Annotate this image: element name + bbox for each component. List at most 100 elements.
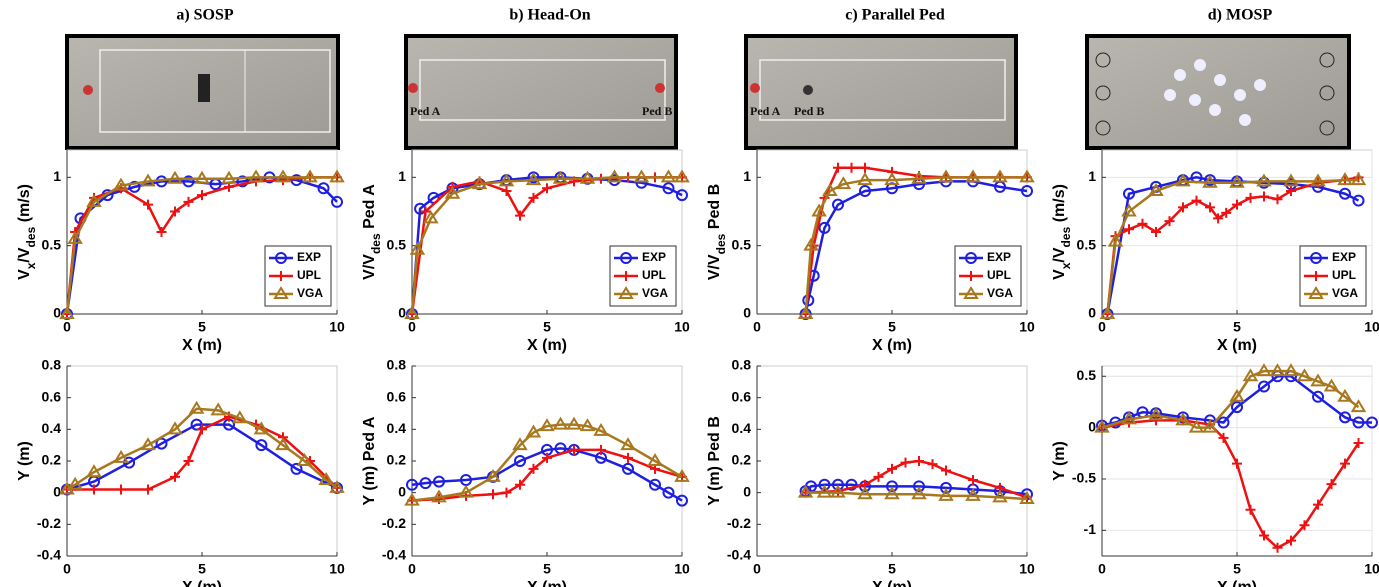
marker bbox=[1094, 419, 1110, 433]
marker bbox=[248, 169, 264, 183]
marker bbox=[1352, 194, 1365, 207]
marker bbox=[965, 169, 981, 183]
marker bbox=[183, 456, 194, 466]
legend-marker bbox=[1311, 271, 1321, 281]
marker bbox=[566, 416, 582, 430]
marker bbox=[458, 484, 474, 498]
y-axis-label: Y (m) Ped B bbox=[706, 416, 723, 506]
series-line bbox=[66, 423, 338, 491]
marker bbox=[143, 199, 153, 210]
marker bbox=[542, 183, 552, 194]
marker bbox=[846, 162, 857, 173]
y-axis-label-part: V bbox=[16, 269, 33, 280]
marker bbox=[419, 477, 432, 490]
legend: EXP UPL VGA bbox=[264, 245, 332, 307]
marker bbox=[623, 452, 633, 463]
marker bbox=[1019, 491, 1035, 504]
marker bbox=[1310, 373, 1326, 387]
marker bbox=[832, 198, 844, 211]
legend-label: VGA bbox=[642, 286, 668, 300]
marker bbox=[1175, 412, 1191, 426]
marker bbox=[515, 210, 525, 221]
marker bbox=[1123, 187, 1135, 200]
marker bbox=[232, 410, 248, 424]
marker bbox=[1272, 194, 1283, 205]
x-axis-label: X (m) bbox=[1217, 337, 1257, 354]
series-line bbox=[1101, 419, 1360, 550]
marker bbox=[1213, 213, 1224, 224]
marker bbox=[406, 478, 418, 491]
legend-label: VGA bbox=[987, 286, 1013, 300]
x-axis-label: X (m) bbox=[1217, 579, 1257, 587]
y-axis-label: Y (m) bbox=[1051, 441, 1068, 481]
series-line bbox=[1101, 369, 1360, 429]
marker bbox=[140, 173, 156, 187]
y-tick-label: 0 bbox=[398, 305, 406, 321]
marker bbox=[512, 437, 528, 451]
legend-label: UPL bbox=[642, 268, 666, 282]
marker bbox=[822, 183, 838, 196]
marker bbox=[1121, 411, 1137, 425]
marker bbox=[528, 463, 539, 474]
marker bbox=[1366, 416, 1378, 429]
marker bbox=[830, 484, 846, 498]
marker bbox=[197, 190, 207, 201]
y-axis-label-part: V/V bbox=[361, 254, 378, 280]
legend-marker bbox=[965, 252, 977, 264]
y-tick-label: -0.4 bbox=[37, 547, 61, 563]
marker bbox=[1229, 174, 1245, 188]
x-tick-label: 5 bbox=[888, 319, 896, 335]
x-axis-label: X (m) bbox=[182, 579, 222, 587]
y-axis-label-part: des bbox=[369, 233, 383, 254]
marker bbox=[1137, 218, 1148, 229]
marker bbox=[329, 169, 345, 183]
marker bbox=[113, 449, 129, 463]
marker bbox=[992, 169, 1008, 183]
legend-marker bbox=[276, 271, 286, 281]
x-axis-label: X (m) bbox=[872, 337, 912, 354]
legend: EXP UPL VGA bbox=[609, 245, 677, 307]
marker bbox=[501, 186, 512, 196]
y-axis-label: Y (m) bbox=[16, 441, 33, 481]
y-tick-label: 0.2 bbox=[732, 452, 752, 468]
marker bbox=[1286, 186, 1296, 196]
marker bbox=[1121, 203, 1137, 217]
marker bbox=[1175, 173, 1191, 187]
marker bbox=[622, 462, 634, 475]
marker bbox=[884, 486, 900, 500]
marker bbox=[803, 237, 819, 251]
marker bbox=[1350, 172, 1367, 186]
y-tick-label: 1 bbox=[1088, 168, 1096, 184]
marker bbox=[859, 185, 871, 197]
photo-label: Ped B bbox=[794, 104, 824, 118]
plot: 0 5 10 -0.4 -0.2 0 0.2 0.4 0.6 0.8 X (m) Y (m) Ped … bbox=[706, 357, 1035, 587]
marker bbox=[188, 400, 205, 414]
x-tick-label: 0 bbox=[1098, 319, 1106, 335]
marker bbox=[488, 489, 498, 500]
y-tick-label: -0.2 bbox=[382, 515, 406, 531]
x-tick-label: 5 bbox=[888, 561, 896, 577]
y-tick-label: 0 bbox=[398, 483, 406, 499]
x-tick-label: 10 bbox=[1019, 561, 1035, 577]
marker bbox=[183, 196, 194, 207]
marker bbox=[911, 486, 927, 500]
marker bbox=[444, 185, 461, 199]
x-tick-label: 10 bbox=[674, 319, 690, 335]
legend: EXP UPL VGA bbox=[1299, 245, 1367, 307]
marker bbox=[1164, 216, 1175, 227]
marker bbox=[1283, 173, 1299, 187]
panel-title: b) Head-On bbox=[509, 7, 590, 24]
marker bbox=[1259, 191, 1269, 202]
marker bbox=[67, 230, 83, 244]
marker bbox=[662, 182, 675, 195]
legend-marker bbox=[1310, 252, 1322, 264]
y-tick-label: 0.5 bbox=[42, 236, 62, 252]
marker bbox=[660, 169, 677, 183]
x-axis-label: X (m) bbox=[527, 337, 567, 354]
y-tick-label: 0 bbox=[743, 305, 751, 321]
marker bbox=[197, 424, 207, 435]
marker bbox=[1151, 415, 1161, 426]
marker bbox=[1353, 438, 1364, 449]
marker bbox=[927, 459, 938, 470]
